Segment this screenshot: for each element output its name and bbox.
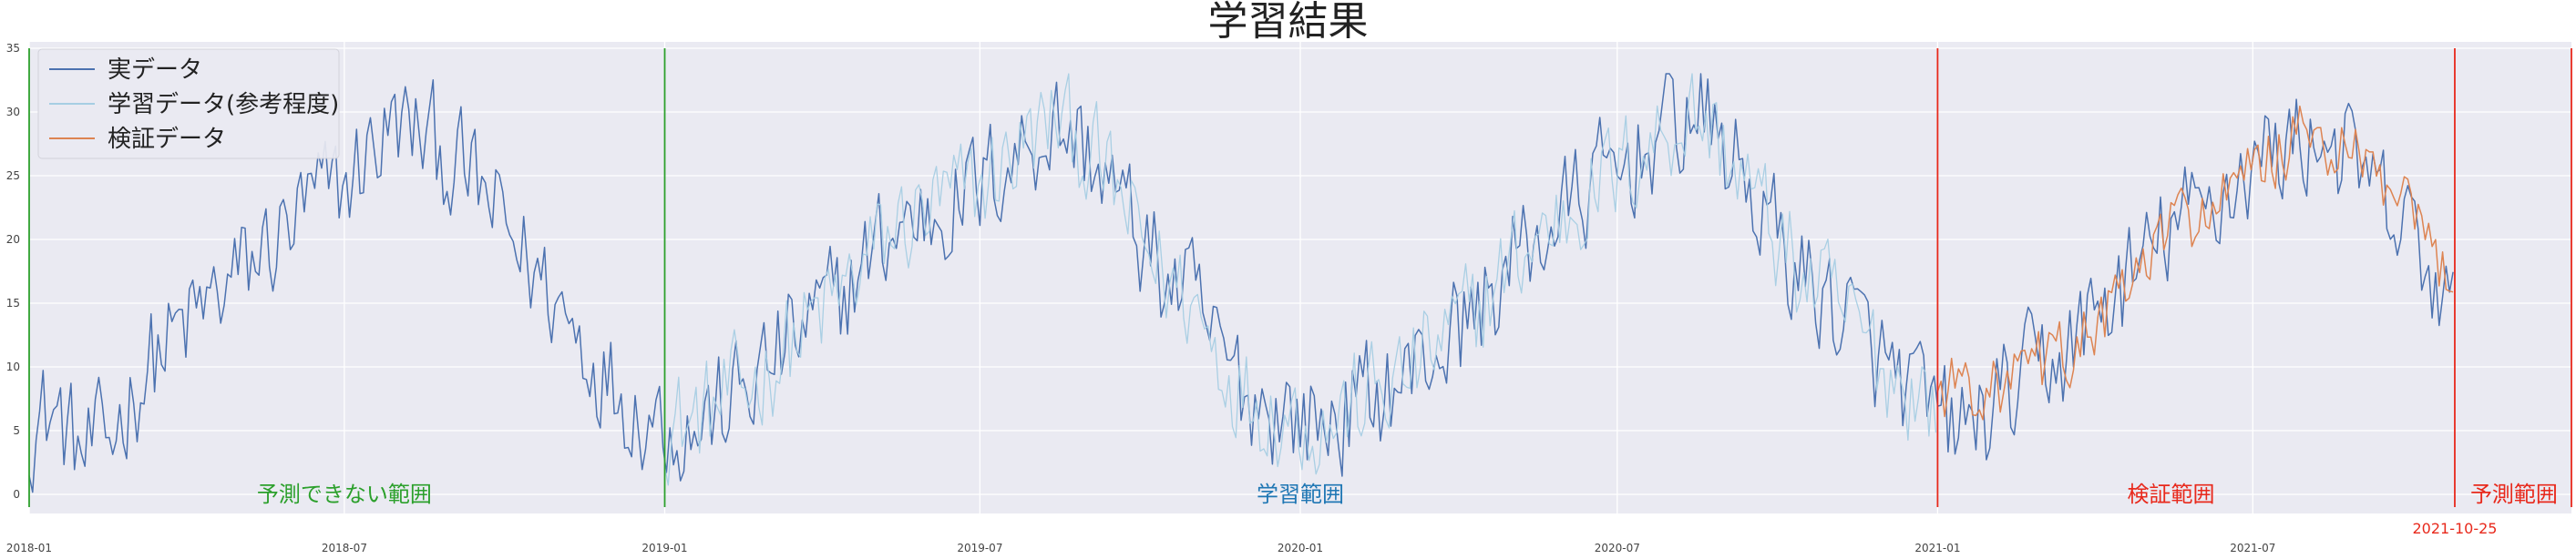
legend-label: 実データ: [108, 56, 202, 84]
x-tick-label: 2018-01: [6, 542, 52, 554]
x-tick-label: 2020-01: [1278, 542, 1323, 554]
y-tick-label: 5: [13, 424, 20, 437]
legend-box: [37, 48, 340, 159]
region-annotation: 学習範囲: [1257, 482, 1344, 507]
y-tick-label: 30: [6, 106, 20, 118]
x-tick-label: 2020-07: [1595, 542, 1640, 554]
series-line-1: [663, 73, 1937, 486]
region-annotation: 検証範囲: [2127, 482, 2214, 507]
chart-title: 学習結果: [1207, 0, 1369, 45]
y-tick-label: 0: [13, 488, 20, 501]
y-tick-label: 20: [6, 233, 20, 246]
region-annotation: 予測できない範囲: [257, 482, 432, 507]
legend-label: 学習データ(参考程度): [108, 91, 339, 118]
legend-label: 検証データ: [108, 126, 226, 153]
series-line-0: [28, 73, 2454, 493]
x-tick-label: 2018-07: [322, 542, 367, 554]
series-line-2: [1936, 105, 2454, 421]
x-tick-label: 2021-01: [1914, 542, 1960, 554]
region-annotation: 予測範囲: [2470, 482, 2558, 507]
date-annotation: 2021-10-25: [2412, 520, 2497, 537]
x-tick-label: 2019-01: [641, 542, 687, 554]
y-tick-label: 10: [6, 361, 20, 373]
x-tick-label: 2019-07: [957, 542, 1002, 554]
y-tick-label: 25: [6, 169, 20, 182]
x-tick-label: 2021-07: [2230, 542, 2275, 554]
y-tick-label: 35: [6, 42, 20, 55]
y-tick-label: 15: [6, 297, 20, 310]
